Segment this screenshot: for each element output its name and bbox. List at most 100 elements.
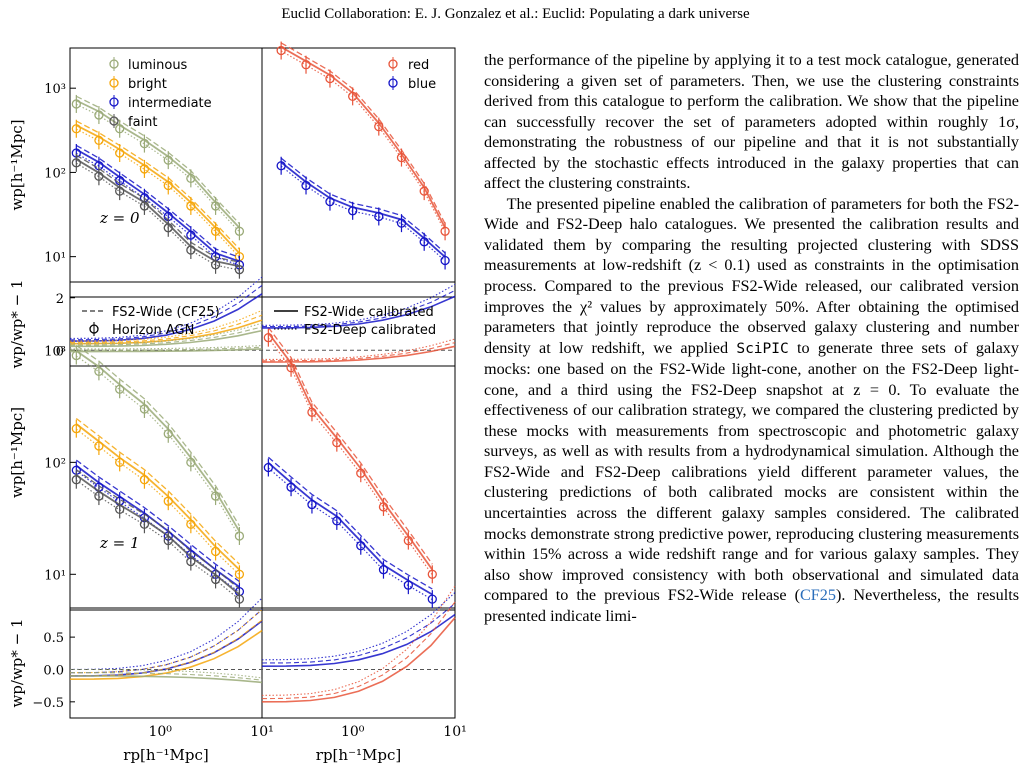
legend-label-fs2wide-cal: FS2-Wide calibrated [304, 305, 434, 320]
ratio-line [69, 322, 263, 345]
series-line-red [280, 46, 446, 229]
data-point-luminous [115, 124, 125, 134]
citation-link[interactable]: CF25 [799, 586, 836, 605]
data-point-luminous [94, 110, 104, 120]
ratio-line [261, 283, 456, 326]
y-axis-label-ratio: wp/wp* − 1 [8, 618, 26, 707]
data-point-red [301, 60, 311, 70]
data-point-red [374, 121, 384, 132]
x-axis-label: rp[h⁻¹Mpc] [123, 746, 208, 764]
series-line-red [280, 50, 446, 232]
legend-marker-bright [109, 78, 119, 88]
data-point-luminous [186, 173, 196, 184]
ratio-line [69, 629, 263, 681]
data-point-bright [163, 180, 173, 191]
ratio-line [69, 314, 263, 343]
ratio-line [70, 344, 263, 350]
y-axis-label-ratio: wp/wp* − 1 [8, 279, 26, 368]
data-point-red [396, 152, 407, 163]
series-line-luminous [76, 95, 240, 225]
data-point-blue [276, 161, 286, 171]
data-point-luminous [210, 491, 221, 501]
data-point-bright [94, 441, 104, 451]
data-point-blue [356, 541, 366, 551]
legend-label-fs2deep-cal: FS2-Deep calibrated [304, 323, 436, 338]
data-point-faint [234, 594, 245, 604]
data-point-bright [139, 475, 150, 485]
panel-frame-6 [69, 607, 263, 719]
ratio-line [261, 603, 456, 664]
y-tick-label: 10¹ [44, 568, 66, 583]
legend-label-red: red [408, 58, 429, 73]
data-point-red [332, 437, 342, 448]
data-point-luminous [234, 226, 245, 236]
data-point-faint [186, 556, 196, 567]
data-point-faint [115, 504, 125, 515]
data-point-blue [301, 180, 311, 191]
paragraph-2-part-a: The presented pipeline enabled the calib… [484, 194, 1019, 357]
legend-label-faint: faint [128, 115, 158, 130]
data-point-faint [71, 475, 81, 485]
data-point-blue [307, 499, 317, 510]
data-point-bright [71, 124, 81, 134]
data-point-blue [374, 211, 384, 222]
data-point-bright [71, 424, 81, 434]
ratio-line [69, 276, 263, 339]
data-point-red [325, 73, 335, 84]
data-point-luminous [234, 531, 245, 541]
data-point-faint [163, 535, 173, 546]
legend-marker-blue [388, 78, 398, 88]
data-point-bright [210, 546, 221, 557]
ratio-tick-label: 0.5 [43, 631, 64, 646]
data-point-bright [115, 148, 125, 158]
panel-frame-5 [261, 296, 456, 611]
data-point-blue [286, 482, 296, 492]
data-point-blue [427, 594, 437, 604]
legend-label-luminous: luminous [128, 58, 188, 73]
series-line-luminous [75, 350, 241, 532]
data-point-faint [210, 574, 221, 585]
data-point-faint [71, 158, 81, 168]
ratio-tick-label: 2 [56, 292, 64, 307]
legend-label-bright: bright [128, 77, 167, 92]
series-line-bright [75, 428, 240, 576]
ratio-line [70, 672, 263, 681]
data-point-luminous [71, 99, 81, 109]
running-header: Euclid Collaboration: E. J. Gonzalez et … [281, 6, 750, 22]
x-tick-label: 10¹ [250, 724, 273, 740]
legend-marker-faint [109, 116, 119, 126]
data-point-bright [163, 496, 173, 506]
series-line-intermediate [76, 152, 240, 266]
ratio-tick-label: 0.0 [43, 663, 64, 678]
data-point-faint [139, 519, 150, 529]
data-point-blue [440, 255, 450, 266]
data-point-red [378, 502, 389, 512]
series-line-bright [76, 120, 240, 250]
data-point-blue [403, 580, 413, 590]
ratio-line [69, 309, 263, 342]
data-point-blue [396, 218, 407, 228]
data-point-intermediate [186, 230, 196, 240]
legend-marker-red [388, 59, 398, 69]
data-point-luminous [139, 138, 150, 149]
series-line-intermediate [75, 459, 240, 583]
data-point-bright [234, 569, 245, 579]
ratio-line [70, 348, 263, 353]
ratio-line [70, 668, 263, 679]
data-point-blue [263, 462, 274, 473]
z-label: z = 0 [99, 209, 140, 227]
ratio-line [261, 585, 456, 696]
ratio-line [69, 284, 263, 341]
ratio-tick-label: −0.5 [32, 696, 64, 711]
ratio-line [261, 345, 456, 363]
data-point-faint [139, 201, 150, 211]
ratio-line [69, 609, 263, 674]
series-line-luminous [75, 344, 240, 527]
ratio-line [70, 329, 263, 348]
series-line-bright [75, 417, 240, 565]
data-point-faint [163, 223, 173, 233]
ratio-tick-label: 0 [56, 344, 64, 359]
ratio-line [261, 601, 456, 700]
data-point-bright [115, 457, 125, 468]
